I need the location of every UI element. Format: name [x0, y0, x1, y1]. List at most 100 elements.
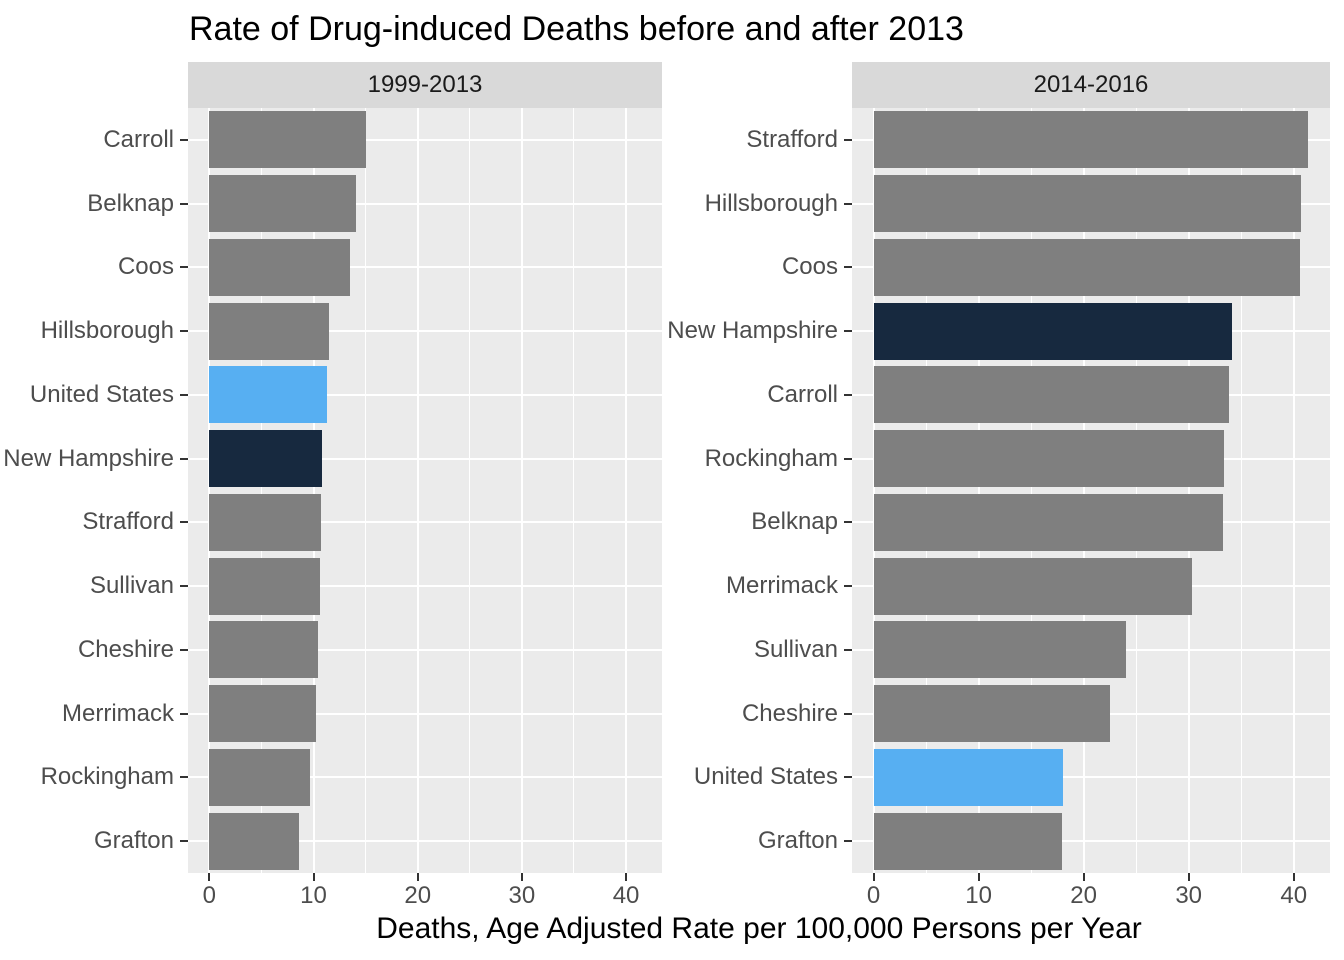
category-label: Cheshire [77, 635, 174, 663]
bar-rockingham [209, 748, 311, 806]
x-tick-label: 30 [508, 882, 536, 909]
category-gridline [188, 457, 662, 460]
bar-strafford [873, 111, 1309, 169]
bar-new-hampshire [209, 430, 322, 488]
bar-united-states [873, 748, 1063, 806]
y-tick-mark [844, 457, 852, 460]
category-label: Sullivan [89, 572, 174, 600]
major-gridline [872, 108, 875, 873]
category-gridline [188, 840, 662, 843]
y-tick-mark [180, 776, 188, 779]
bar-carroll [873, 366, 1229, 424]
bar-belknap [209, 175, 357, 233]
y-tick-mark [844, 393, 852, 396]
y-tick-mark [844, 712, 852, 715]
minor-gridline [925, 108, 927, 873]
x-tick-mark [625, 873, 628, 881]
category-label: Carroll [103, 125, 174, 153]
category-label: Merrimack [726, 572, 838, 600]
bar-new-hampshire [873, 302, 1232, 360]
facet-strip: 1999-2013 [188, 62, 662, 108]
bar-united-states [209, 366, 328, 424]
y-tick-mark [844, 585, 852, 588]
category-label: Rockingham [40, 763, 174, 791]
x-tick-mark [208, 873, 211, 881]
category-label: Strafford [82, 508, 174, 536]
major-gridline [1292, 108, 1295, 873]
y-axis-labels: Strafford Hillsborough Coos New Hampshire Ca… [662, 108, 852, 873]
category-gridline [188, 712, 662, 715]
category-gridline [188, 330, 662, 333]
plot-panel [852, 108, 1330, 873]
y-tick-mark [844, 648, 852, 651]
x-tick-label: 20 [404, 882, 432, 909]
y-tick-mark [180, 330, 188, 333]
major-gridline [416, 108, 419, 873]
category-gridline [188, 521, 662, 524]
category-label: United States [29, 380, 174, 408]
category-gridline [188, 202, 662, 205]
x-tick-label: 0 [202, 882, 217, 909]
category-gridline [188, 138, 662, 141]
x-tick-label: 40 [1280, 882, 1308, 909]
bar-carroll [209, 111, 366, 169]
bar-hillsborough [873, 175, 1302, 233]
category-label: New Hampshire [667, 317, 838, 345]
x-tick-label: 0 [866, 882, 881, 909]
bar-merrimack [873, 557, 1192, 615]
y-axis-labels: Carroll Belknap Coos Hillsborough United Sta… [0, 108, 188, 873]
x-tick-mark [312, 873, 315, 881]
category-gridline [188, 585, 662, 588]
category-label: Merrimack [62, 699, 174, 727]
y-tick-mark [844, 776, 852, 779]
y-tick-mark [180, 266, 188, 269]
y-tick-mark [844, 202, 852, 205]
category-gridline [188, 776, 662, 779]
bar-sullivan [209, 557, 320, 615]
category-label: Grafton [93, 827, 174, 855]
y-tick-mark [180, 648, 188, 651]
major-gridline [520, 108, 523, 873]
category-label: Belknap [87, 189, 174, 217]
x-tick-mark [520, 873, 523, 881]
facet-strip-label: 2014-2016 [1033, 71, 1149, 98]
chart-title: Rate of Drug-induced Deaths before and a… [189, 10, 964, 48]
y-tick-mark [180, 712, 188, 715]
category-label: New Hampshire [3, 444, 174, 472]
bar-cheshire [209, 621, 318, 679]
x-tick-mark [1187, 873, 1190, 881]
bar-sullivan [873, 621, 1126, 679]
major-gridline [1187, 108, 1190, 873]
y-tick-mark [180, 521, 188, 524]
x-tick-mark [1292, 873, 1295, 881]
category-label: United States [693, 763, 838, 791]
x-axis-title: Deaths, Age Adjusted Rate per 100,000 Pe… [376, 912, 1142, 945]
bar-rockingham [873, 430, 1225, 488]
facet-strip-label: 1999-2013 [367, 71, 483, 98]
y-tick-mark [180, 393, 188, 396]
category-gridline [852, 776, 1330, 779]
category-label: Belknap [751, 508, 838, 536]
minor-gridline [469, 108, 471, 873]
category-label: Coos [781, 253, 838, 281]
y-tick-mark [844, 521, 852, 524]
category-label: Hillsborough [704, 189, 838, 217]
y-tick-mark [844, 138, 852, 141]
category-label: Strafford [746, 125, 838, 153]
minor-gridline [1240, 108, 1242, 873]
category-label: Cheshire [741, 699, 838, 727]
minor-gridline [260, 108, 262, 873]
bar-grafton [209, 812, 299, 870]
y-tick-mark [180, 585, 188, 588]
y-tick-mark [180, 457, 188, 460]
x-tick-label: 10 [965, 882, 992, 909]
category-label: Coos [117, 253, 174, 281]
y-tick-mark [844, 840, 852, 843]
x-tick-mark [872, 873, 875, 881]
y-tick-mark [180, 202, 188, 205]
category-label: Carroll [767, 380, 838, 408]
major-gridline [312, 108, 315, 873]
bar-coos [873, 238, 1301, 296]
facet-strip: 2014-2016 [852, 62, 1330, 108]
